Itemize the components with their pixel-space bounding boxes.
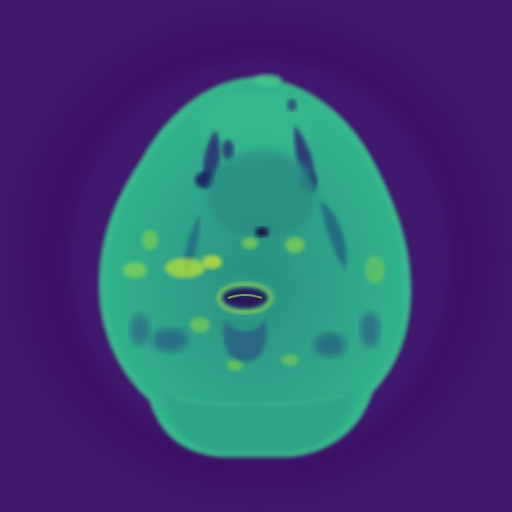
vignette bbox=[0, 0, 512, 512]
mri-image-viewport bbox=[0, 0, 512, 512]
mri-axial-slice bbox=[0, 0, 512, 512]
